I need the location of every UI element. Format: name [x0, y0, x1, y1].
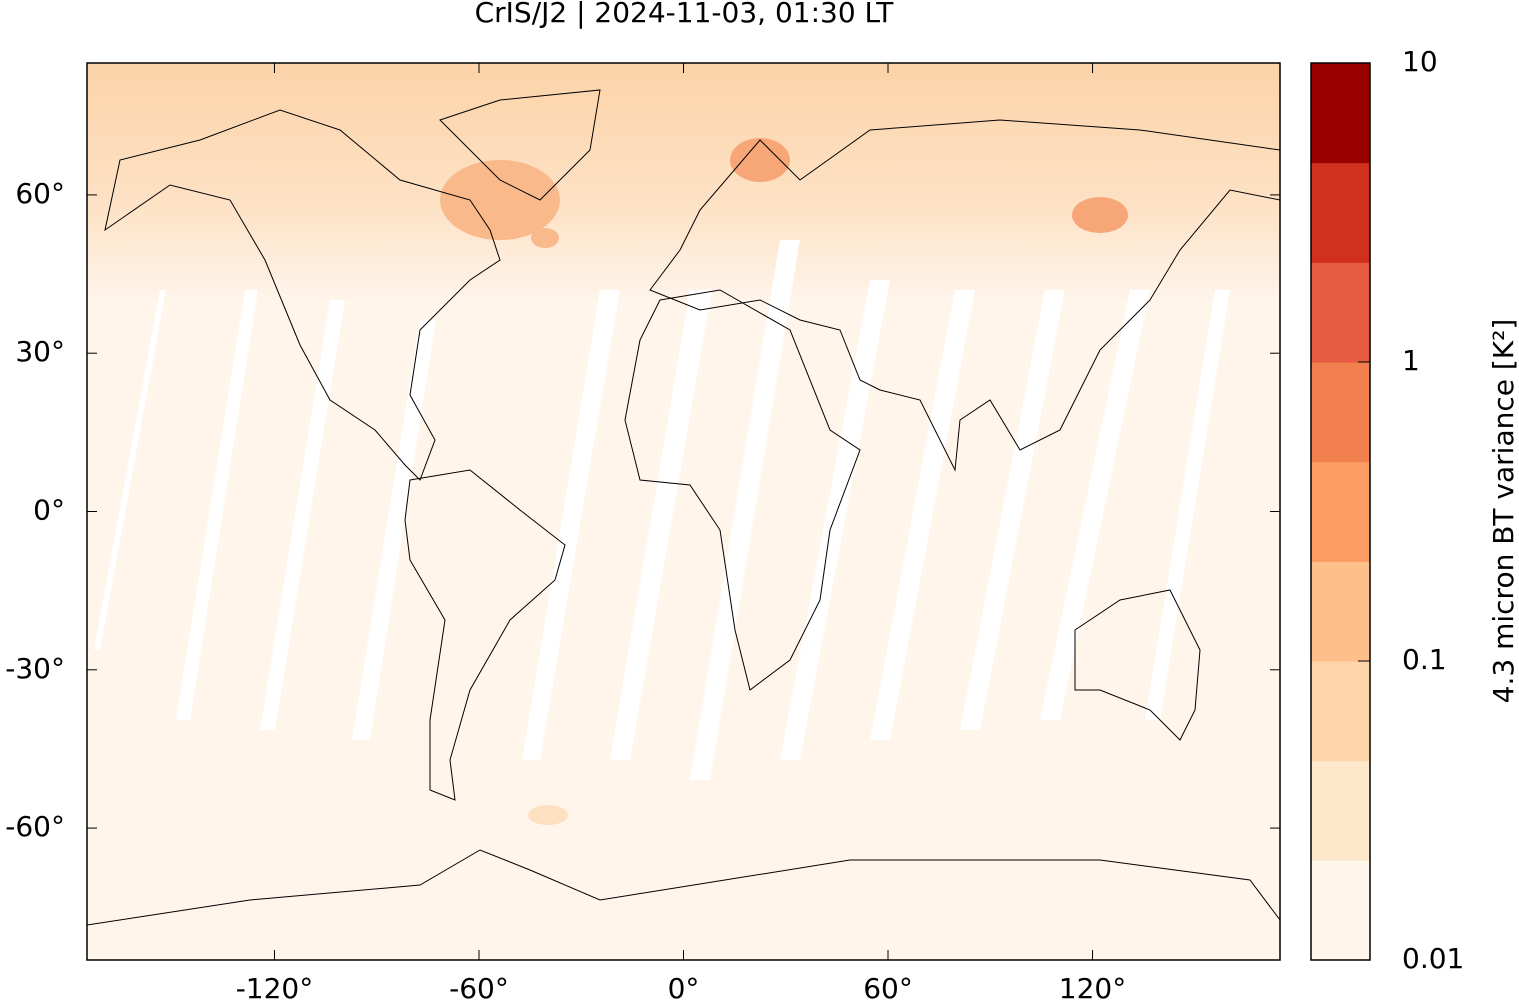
colorbar-band	[1311, 262, 1370, 363]
y-tick-label: -60°	[5, 810, 65, 843]
high-latitude-field	[87, 63, 1280, 303]
x-tick-label: 0°	[668, 972, 700, 1002]
colorbar	[1311, 63, 1370, 961]
y-tick-label: 0°	[33, 494, 65, 527]
colorbar-tick-label: 0.1	[1402, 643, 1447, 676]
hot-spots	[440, 138, 1128, 825]
y-tick-label: 30°	[15, 335, 65, 368]
colorbar-band	[1311, 162, 1370, 263]
colorbar-band	[1311, 461, 1370, 562]
y-tick-label: 60°	[15, 177, 65, 210]
colorbar-tick-label: 10	[1402, 45, 1438, 78]
colorbar-band	[1311, 860, 1370, 961]
y-tick-label: -30°	[5, 652, 65, 685]
colorbar-tick-label: 1	[1402, 344, 1420, 377]
colorbar-band	[1311, 63, 1370, 164]
colorbar-band	[1311, 661, 1370, 762]
x-tick-label: 60°	[863, 972, 913, 1002]
colorbar-frame	[1310, 62, 1371, 961]
colorbar-band	[1311, 362, 1370, 463]
x-tick-label: -120°	[236, 972, 314, 1002]
data-gaps	[94, 240, 1230, 780]
x-tick-label: -60°	[449, 972, 509, 1002]
x-tick-label: 120°	[1059, 972, 1126, 1002]
map-field	[87, 63, 1280, 960]
colorbar-label: 4.3 micron BT variance [K²]	[1487, 319, 1519, 704]
colorbar-band	[1311, 561, 1370, 662]
colorbar-band	[1311, 760, 1370, 861]
chart-title: CrIS/J2 | 2024-11-03, 01:30 LT	[475, 0, 895, 29]
coastlines	[87, 89, 1280, 926]
colorbar-tick-label: 0.01	[1402, 942, 1464, 975]
